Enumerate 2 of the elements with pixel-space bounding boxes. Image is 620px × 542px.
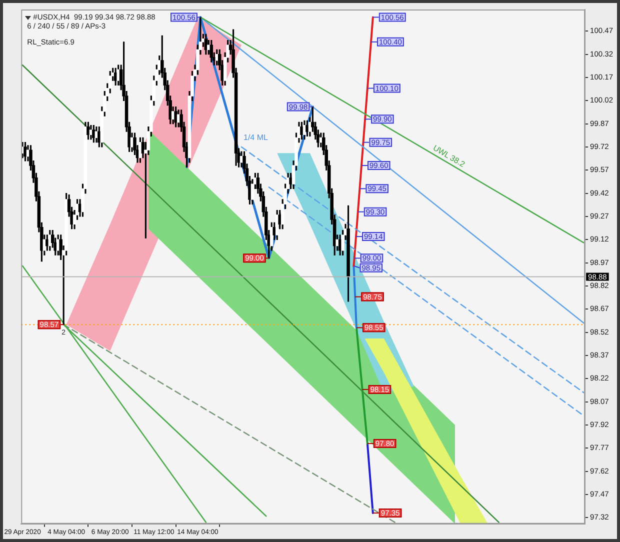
annotation: UWL 38.2 [431, 143, 467, 170]
annotation: 1/4 ML [244, 133, 269, 142]
